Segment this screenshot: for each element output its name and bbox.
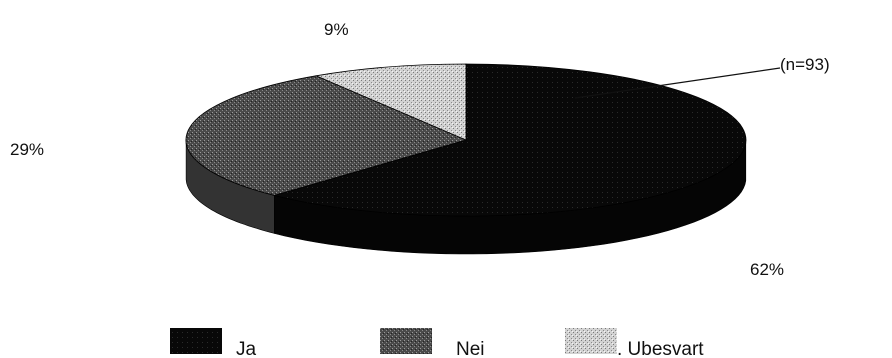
pie-slice-nei — [185, 75, 468, 196]
sample-size-annotation: (n=93) — [780, 55, 830, 74]
legend-label-ja: Ja — [236, 339, 257, 358]
legend-swatch-nei — [380, 328, 432, 354]
slice-label-ja: 62% — [750, 260, 784, 279]
pie-slices — [185, 63, 747, 255]
legend-label-nei: Nei — [456, 339, 485, 358]
legend: Ja Nei . Ubesvart — [170, 328, 704, 358]
slice-label-nei: 29% — [10, 140, 44, 159]
n-leader-line — [574, 67, 781, 99]
legend-label-ubesvart: . Ubesvart — [617, 339, 704, 358]
legend-swatch-ubesvart — [565, 328, 617, 354]
pie-slice-ja — [272, 63, 747, 217]
slice-label-ubesvart: 9% — [324, 20, 349, 39]
legend-swatch-ja — [170, 328, 222, 354]
pie-slice-ubesvart — [314, 63, 467, 141]
